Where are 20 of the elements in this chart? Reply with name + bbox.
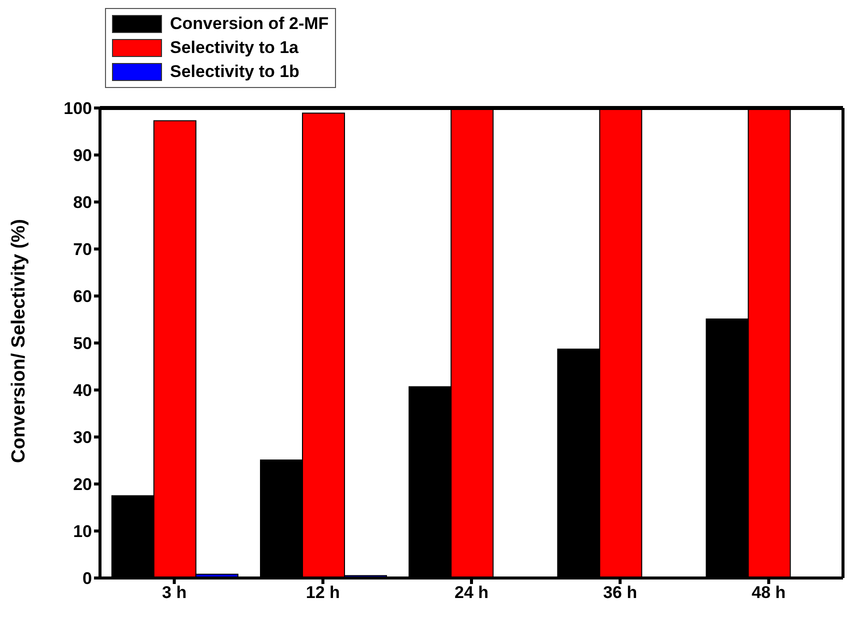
y-tick-label: 50: [73, 334, 92, 354]
y-tick-label: 80: [73, 193, 92, 212]
y-tick-label: 60: [73, 287, 92, 306]
y-tick-label: 90: [73, 146, 92, 166]
x-tick-label: 48 h: [752, 583, 786, 602]
y-tick-label: 40: [73, 381, 92, 400]
legend-label: Selectivity to 1a: [170, 38, 299, 58]
y-tick-label: 20: [73, 475, 92, 494]
x-tick-label: 36 h: [603, 583, 638, 602]
y-tick-label: 100: [64, 99, 92, 118]
y-tick-label: 70: [73, 240, 92, 260]
legend-label: Selectivity to 1b: [170, 62, 300, 82]
legend-label: Conversion of 2-MF: [170, 14, 329, 34]
y-axis-title: Conversion/ Selectivity (%): [8, 219, 30, 463]
y-tick-label: 30: [73, 428, 92, 448]
x-tick-label: 12 h: [306, 583, 340, 602]
y-tick-label: 10: [73, 522, 92, 542]
y-tick-label: 0: [82, 569, 92, 588]
x-tick-label: 24 h: [454, 583, 489, 602]
x-tick-label: 3 h: [162, 583, 187, 602]
